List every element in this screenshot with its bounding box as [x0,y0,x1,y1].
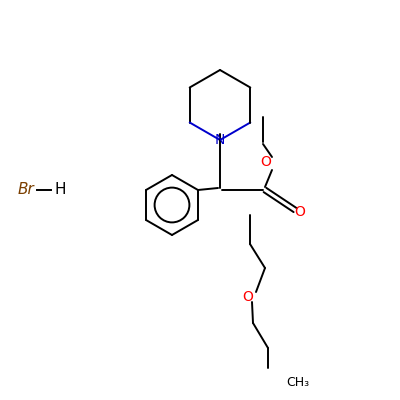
Text: O: O [242,290,254,304]
Text: O: O [260,155,272,169]
Text: H: H [54,182,66,198]
Text: CH₃: CH₃ [286,376,309,390]
Text: O: O [294,205,306,219]
Text: Br: Br [18,182,35,198]
Text: N: N [215,133,225,147]
